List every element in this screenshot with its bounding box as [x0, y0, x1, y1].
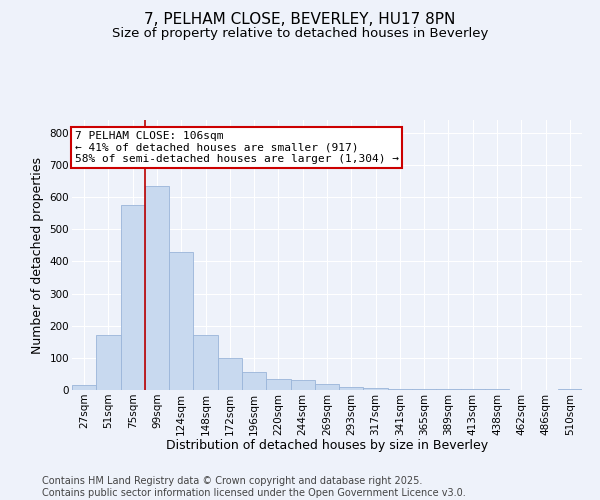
Y-axis label: Number of detached properties: Number of detached properties: [31, 156, 44, 354]
Bar: [388, 388, 412, 390]
Bar: [461, 388, 485, 390]
Bar: [193, 336, 218, 390]
Bar: [72, 385, 96, 390]
Text: 7, PELHAM CLOSE, BEVERLEY, HU17 8PN: 7, PELHAM CLOSE, BEVERLEY, HU17 8PN: [145, 12, 455, 28]
Bar: [145, 186, 169, 390]
Bar: [315, 384, 339, 390]
Bar: [242, 372, 266, 390]
Text: Size of property relative to detached houses in Beverley: Size of property relative to detached ho…: [112, 28, 488, 40]
Bar: [169, 252, 193, 390]
Text: 7 PELHAM CLOSE: 106sqm
← 41% of detached houses are smaller (917)
58% of semi-de: 7 PELHAM CLOSE: 106sqm ← 41% of detached…: [74, 131, 398, 164]
Bar: [364, 388, 388, 390]
Bar: [96, 336, 121, 390]
Text: Contains HM Land Registry data © Crown copyright and database right 2025.
Contai: Contains HM Land Registry data © Crown c…: [42, 476, 466, 498]
Bar: [558, 389, 582, 390]
Bar: [266, 379, 290, 390]
Bar: [436, 389, 461, 390]
Bar: [218, 358, 242, 390]
Bar: [412, 388, 436, 390]
X-axis label: Distribution of detached houses by size in Beverley: Distribution of detached houses by size …: [166, 439, 488, 452]
Bar: [290, 380, 315, 390]
Bar: [339, 387, 364, 390]
Bar: [121, 205, 145, 390]
